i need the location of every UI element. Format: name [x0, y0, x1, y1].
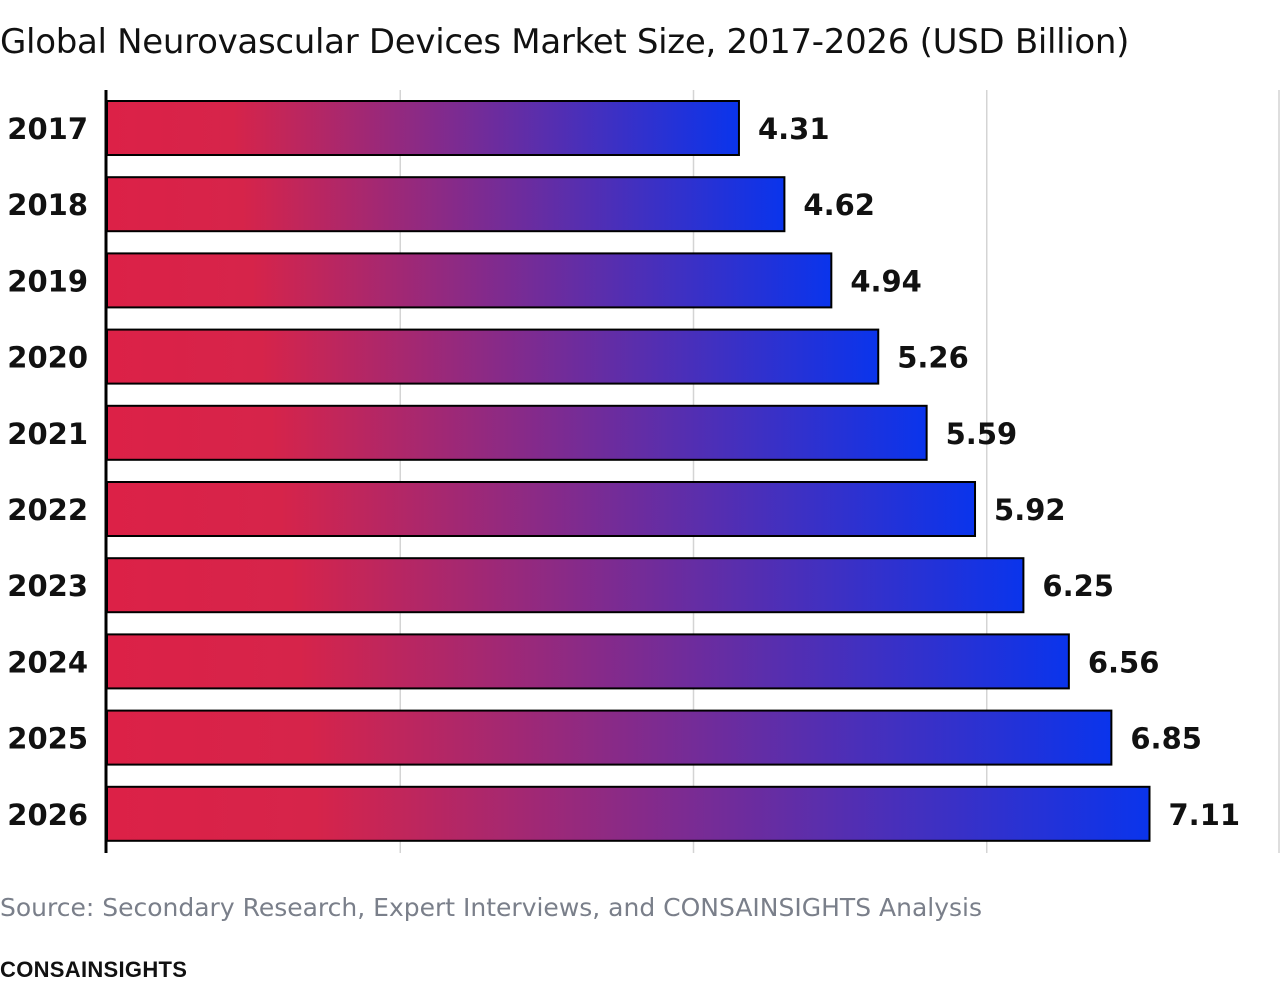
bar-2026	[106, 785, 1151, 842]
data-label: 4.62	[803, 188, 875, 222]
bar-chart: 2017 4.31 2018 4.62 2019 4.94 2020 5.26 2021 5.59…	[7, 90, 1280, 853]
category-label: 2023	[7, 569, 88, 603]
bar-2025	[106, 709, 1113, 766]
labels: 2017 4.31 2018 4.62 2019 4.94 2020 5.26 2021 5.59…	[7, 112, 1240, 832]
source-note: Source: Secondary Research, Expert Inter…	[0, 893, 983, 922]
category-label: 2026	[7, 798, 88, 832]
bar-2018	[106, 176, 786, 233]
data-label: 5.59	[946, 417, 1018, 451]
category-label: 2018	[7, 188, 88, 222]
category-label: 2019	[7, 264, 88, 298]
data-label: 4.94	[850, 264, 922, 298]
data-label: 5.26	[897, 341, 969, 375]
data-label: 7.11	[1169, 798, 1241, 832]
bars	[106, 100, 1151, 842]
bar-2021	[106, 404, 928, 461]
category-label: 2021	[7, 417, 88, 451]
data-label: 4.31	[758, 112, 830, 146]
bar-2017	[106, 100, 740, 156]
bar-2024	[106, 633, 1070, 690]
category-label: 2025	[7, 722, 88, 756]
bar-2020	[106, 328, 880, 385]
data-label: 6.56	[1088, 645, 1160, 679]
category-label: 2017	[7, 112, 88, 146]
bar-2023	[106, 557, 1025, 614]
bar-2022	[106, 481, 977, 537]
category-label: 2022	[7, 493, 88, 527]
data-label: 6.25	[1042, 569, 1114, 603]
category-label: 2024	[7, 645, 88, 679]
data-label: 6.85	[1130, 722, 1202, 756]
brand-logo-text: CONSAINSIGHTS	[0, 957, 188, 982]
bar-2019	[106, 252, 833, 309]
chart-title: Global Neurovascular Devices Market Size…	[0, 22, 1130, 62]
data-label: 5.92	[994, 493, 1066, 527]
category-label: 2020	[7, 341, 88, 375]
